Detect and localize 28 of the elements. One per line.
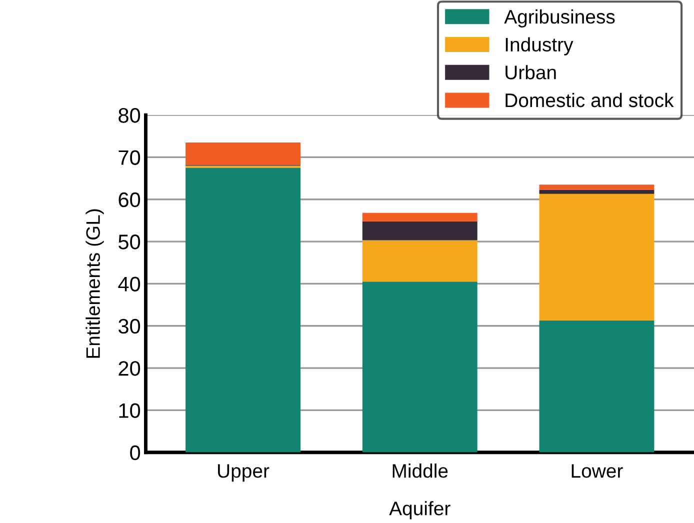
y-tick-label: 70 bbox=[118, 150, 140, 165]
legend-label: Industry bbox=[506, 37, 574, 56]
bar bbox=[539, 320, 654, 452]
y-tick-label: 20 bbox=[118, 361, 140, 376]
x-tick-label: Lower bbox=[572, 464, 623, 478]
bar bbox=[362, 221, 478, 240]
y-tick-label: 60 bbox=[118, 192, 140, 208]
bar bbox=[362, 240, 478, 282]
y-tick-label: 50 bbox=[118, 234, 140, 250]
y-tick-label: 30 bbox=[118, 318, 140, 334]
bar bbox=[362, 282, 478, 452]
bar bbox=[362, 212, 478, 222]
y-tick-label: 0 bbox=[130, 445, 140, 460]
bar bbox=[186, 168, 300, 452]
legend-label: Domestic and stock bbox=[506, 92, 674, 108]
legend-label: Agribusiness bbox=[504, 9, 615, 28]
x-tick-label: Upper bbox=[218, 464, 270, 482]
bar bbox=[186, 142, 300, 165]
y-tick-label: 10 bbox=[119, 403, 140, 418]
y-tick-label: 40 bbox=[118, 276, 140, 292]
legend-label: Urban bbox=[506, 65, 556, 80]
y-axis-title: Entitlements (GL) bbox=[86, 209, 104, 358]
x-tick-label: Middle bbox=[392, 464, 448, 478]
y-tick-label: 80 bbox=[118, 108, 140, 123]
bar bbox=[539, 194, 654, 320]
x-axis-title: Aquifer bbox=[389, 501, 450, 520]
bar bbox=[539, 190, 654, 194]
bar bbox=[539, 184, 654, 190]
